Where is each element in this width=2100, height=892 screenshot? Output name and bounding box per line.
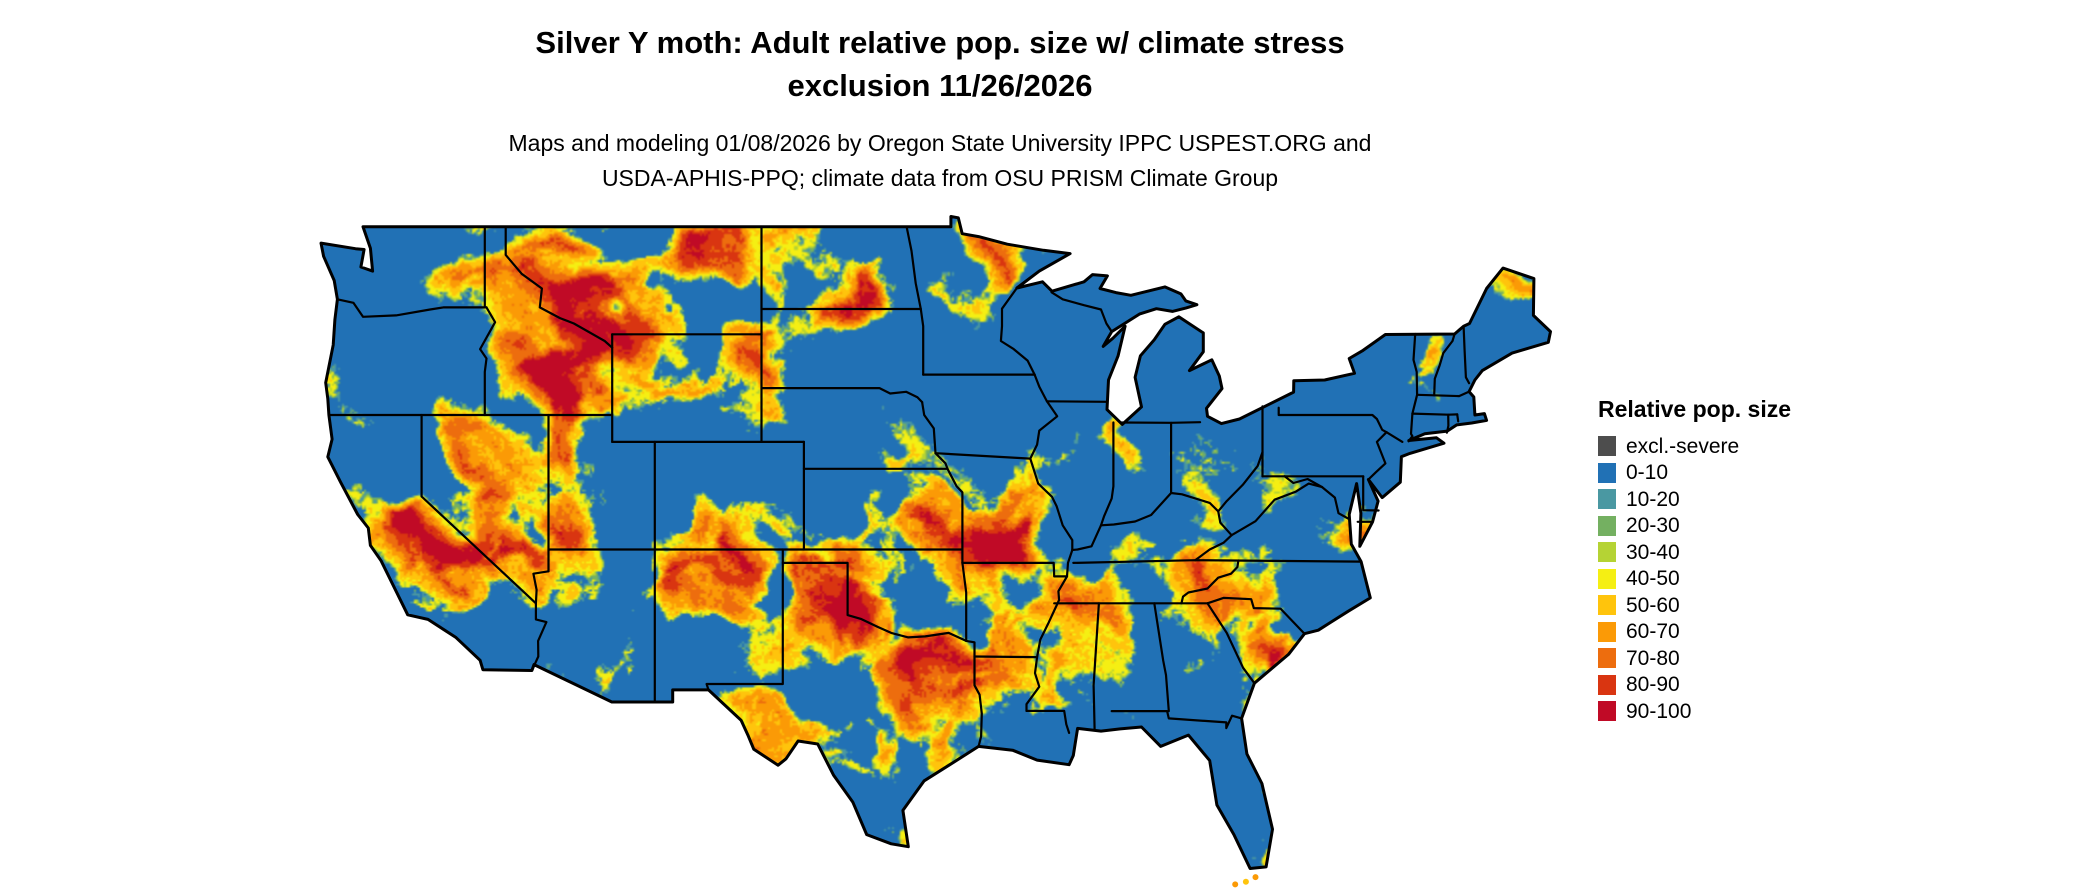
state-border-line <box>1099 421 1115 527</box>
legend-item: 80-90 <box>1598 672 1791 699</box>
title-line-1: Silver Y moth: Adult relative pop. size … <box>535 25 1345 60</box>
legend-swatch <box>1598 674 1616 695</box>
state-border-line <box>1230 482 1324 537</box>
state-border-line <box>1217 510 1233 537</box>
state-border-line <box>934 452 1032 460</box>
state-border-line <box>1029 373 1059 460</box>
legend-label: 50-60 <box>1626 593 1680 617</box>
legend-item: 30-40 <box>1598 539 1791 566</box>
state-border-line <box>760 387 924 404</box>
state-border-line <box>1072 559 1363 564</box>
legend-item: 70-80 <box>1598 645 1791 672</box>
legend-label: 10-20 <box>1626 487 1680 511</box>
legend-item: 20-30 <box>1598 513 1791 540</box>
state-border-line <box>961 548 1074 578</box>
legend-items: excl.-severe 0-10 10-20 20-30 30-40 40-50 50-6… <box>1598 433 1791 725</box>
state-border-line <box>1206 602 1256 685</box>
state-border-line <box>999 286 1036 376</box>
state-border-line <box>802 452 949 470</box>
state-border-line <box>1025 575 1069 712</box>
state-border-line <box>946 467 964 564</box>
state-border-line <box>420 413 548 672</box>
page-subtitle: Maps and modeling 01/08/2026 by Oregon S… <box>340 126 1540 195</box>
state-border-line <box>336 298 488 318</box>
florida-keys-island <box>1252 874 1259 881</box>
legend-label: 30-40 <box>1626 540 1680 564</box>
legend-label: 20-30 <box>1626 514 1680 538</box>
legend-swatch <box>1598 489 1616 510</box>
state-border-line <box>1407 332 1419 443</box>
state-border-line <box>961 561 968 642</box>
state-border-line <box>1277 406 1388 434</box>
legend-item: 90-100 <box>1598 698 1791 725</box>
legend-label: 60-70 <box>1626 620 1680 644</box>
state-border-line <box>1092 602 1100 731</box>
legend-item: 50-60 <box>1598 592 1791 619</box>
legend-item: 60-70 <box>1598 619 1791 646</box>
state-border-line <box>965 639 983 748</box>
legend-label: 0-10 <box>1626 461 1669 485</box>
state-border-line <box>1194 534 1233 562</box>
map-borders-overlay <box>319 215 1552 888</box>
state-border-line <box>1029 457 1074 552</box>
state-border-line <box>1367 431 1388 481</box>
florida-keys-island <box>1242 878 1249 885</box>
legend-swatch <box>1598 568 1616 589</box>
state-border-line <box>1362 475 1380 512</box>
state-border-line <box>1110 710 1243 730</box>
state-border-line <box>1071 451 1264 552</box>
state-border-line <box>504 225 614 349</box>
legend-swatch <box>1598 436 1616 457</box>
state-border-line <box>532 570 550 605</box>
legend-item: 40-50 <box>1598 566 1791 593</box>
legend-label: 40-50 <box>1626 567 1680 591</box>
legend-item: excl.-severe <box>1598 433 1791 460</box>
legend-label: 80-90 <box>1626 673 1680 697</box>
legend-title: Relative pop. size <box>1598 396 1792 422</box>
subtitle-line-1: Maps and modeling 01/08/2026 by Oregon S… <box>508 130 1372 156</box>
state-border-line <box>1433 332 1456 397</box>
state-border-line <box>1411 412 1459 416</box>
legend-swatch <box>1598 542 1616 563</box>
state-border-line <box>479 306 497 417</box>
legend-swatch <box>1598 648 1616 669</box>
state-border-line <box>1050 291 1113 333</box>
state-border-line <box>1180 559 1240 605</box>
state-border-line <box>1045 400 1109 403</box>
legend-item: 0-10 <box>1598 460 1791 487</box>
state-border-line <box>1462 325 1471 385</box>
page-title: Silver Y moth: Adult relative pop. size … <box>340 22 1540 108</box>
florida-keys-island <box>1232 881 1239 888</box>
state-border-line <box>1416 390 1471 398</box>
state-border-line <box>1385 431 1404 443</box>
legend-swatch <box>1598 515 1616 536</box>
state-border-line <box>1283 475 1324 489</box>
state-border-line <box>921 401 937 455</box>
legend-swatch <box>1598 595 1616 616</box>
legend-swatch <box>1598 701 1616 722</box>
legend-swatch <box>1598 462 1616 483</box>
legend-swatch <box>1598 621 1616 642</box>
state-border-line <box>1025 709 1071 734</box>
state-border-line <box>1119 421 1202 424</box>
subtitle-line-2: USDA-APHIS-PPQ; climate data from OSU PR… <box>601 164 1279 191</box>
legend-label: 70-80 <box>1626 646 1680 670</box>
state-border-line <box>1456 413 1460 423</box>
state-border-line <box>781 561 968 642</box>
state-border-line <box>905 225 925 376</box>
state-border-line <box>973 655 1037 659</box>
us-map <box>314 210 1554 891</box>
state-border-line <box>1321 486 1350 520</box>
state-border-line <box>1153 602 1170 713</box>
legend-item: 10-20 <box>1598 486 1791 513</box>
legend-label: 90-100 <box>1626 699 1692 723</box>
state-border-line <box>705 548 784 691</box>
title-line-2: exclusion 11/26/2026 <box>787 67 1093 103</box>
us-outline <box>319 215 1552 870</box>
legend: Relative pop. size excl.-severe 0-10 10-20… <box>1598 396 1791 725</box>
state-border-line <box>1206 596 1306 635</box>
legend-label: excl.-severe <box>1626 434 1740 458</box>
